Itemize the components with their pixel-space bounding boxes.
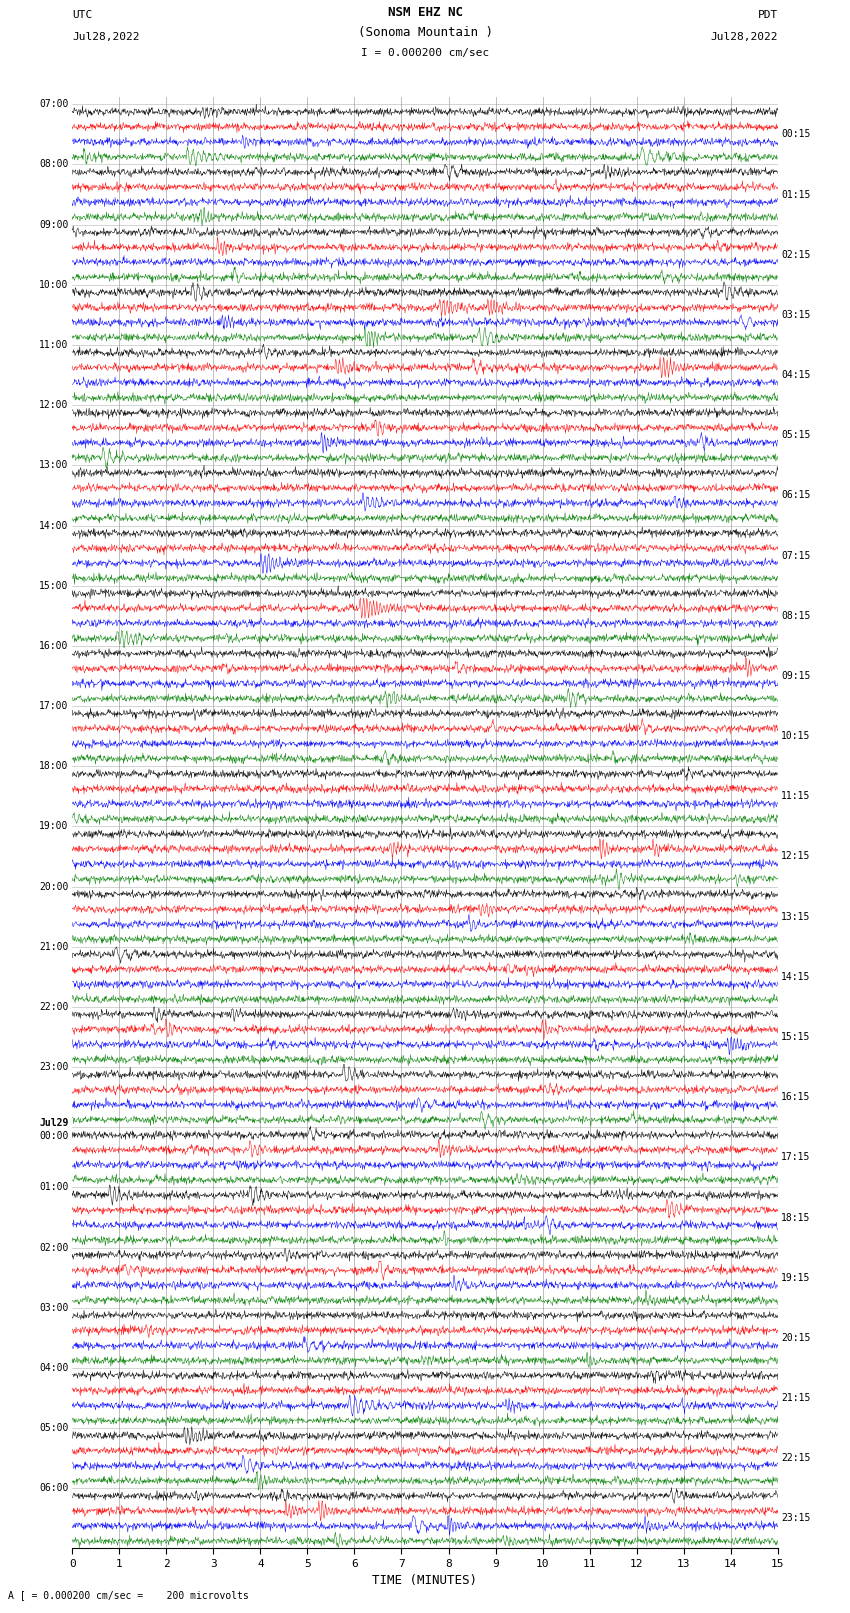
- Text: 23:00: 23:00: [39, 1061, 69, 1073]
- Text: I = 0.000200 cm/sec: I = 0.000200 cm/sec: [361, 48, 489, 58]
- Text: 17:15: 17:15: [781, 1152, 811, 1163]
- Text: 15:00: 15:00: [39, 581, 69, 590]
- Text: 03:00: 03:00: [39, 1303, 69, 1313]
- Text: 21:15: 21:15: [781, 1394, 811, 1403]
- Text: PDT: PDT: [757, 10, 778, 19]
- Text: 14:00: 14:00: [39, 521, 69, 531]
- Text: 05:00: 05:00: [39, 1423, 69, 1432]
- Text: 20:00: 20:00: [39, 882, 69, 892]
- Text: NSM EHZ NC: NSM EHZ NC: [388, 6, 462, 19]
- Text: 22:15: 22:15: [781, 1453, 811, 1463]
- Text: 18:15: 18:15: [781, 1213, 811, 1223]
- Text: 05:15: 05:15: [781, 431, 811, 440]
- Text: Jul29: Jul29: [39, 1118, 69, 1127]
- Text: 12:00: 12:00: [39, 400, 69, 410]
- Text: 09:15: 09:15: [781, 671, 811, 681]
- Text: 00:15: 00:15: [781, 129, 811, 139]
- Text: 12:15: 12:15: [781, 852, 811, 861]
- Text: 06:15: 06:15: [781, 490, 811, 500]
- Text: 16:15: 16:15: [781, 1092, 811, 1102]
- Text: 01:15: 01:15: [781, 190, 811, 200]
- Text: 13:00: 13:00: [39, 460, 69, 471]
- Text: 04:15: 04:15: [781, 369, 811, 381]
- Text: 10:15: 10:15: [781, 731, 811, 740]
- X-axis label: TIME (MINUTES): TIME (MINUTES): [372, 1574, 478, 1587]
- Text: 21:00: 21:00: [39, 942, 69, 952]
- Text: 02:15: 02:15: [781, 250, 811, 260]
- Text: Jul28,2022: Jul28,2022: [711, 32, 778, 42]
- Text: 06:00: 06:00: [39, 1484, 69, 1494]
- Text: 01:00: 01:00: [39, 1182, 69, 1192]
- Text: 19:00: 19:00: [39, 821, 69, 831]
- Text: 13:15: 13:15: [781, 911, 811, 921]
- Text: 14:15: 14:15: [781, 971, 811, 982]
- Text: 04:00: 04:00: [39, 1363, 69, 1373]
- Text: UTC: UTC: [72, 10, 93, 19]
- Text: 22:00: 22:00: [39, 1002, 69, 1011]
- Text: 00:00: 00:00: [39, 1131, 69, 1140]
- Text: Jul28,2022: Jul28,2022: [72, 32, 139, 42]
- Text: 08:15: 08:15: [781, 611, 811, 621]
- Text: 02:00: 02:00: [39, 1242, 69, 1253]
- Text: 07:00: 07:00: [39, 100, 69, 110]
- Text: 16:00: 16:00: [39, 640, 69, 652]
- Text: 08:00: 08:00: [39, 160, 69, 169]
- Text: 20:15: 20:15: [781, 1332, 811, 1344]
- Text: 11:00: 11:00: [39, 340, 69, 350]
- Text: 17:00: 17:00: [39, 702, 69, 711]
- Text: 07:15: 07:15: [781, 550, 811, 561]
- Text: 03:15: 03:15: [781, 310, 811, 319]
- Text: 19:15: 19:15: [781, 1273, 811, 1282]
- Text: A [ = 0.000200 cm/sec =    200 microvolts: A [ = 0.000200 cm/sec = 200 microvolts: [8, 1590, 249, 1600]
- Text: 09:00: 09:00: [39, 219, 69, 229]
- Text: 18:00: 18:00: [39, 761, 69, 771]
- Text: 23:15: 23:15: [781, 1513, 811, 1523]
- Text: 15:15: 15:15: [781, 1032, 811, 1042]
- Text: 11:15: 11:15: [781, 792, 811, 802]
- Text: (Sonoma Mountain ): (Sonoma Mountain ): [358, 26, 492, 39]
- Text: 10:00: 10:00: [39, 279, 69, 290]
